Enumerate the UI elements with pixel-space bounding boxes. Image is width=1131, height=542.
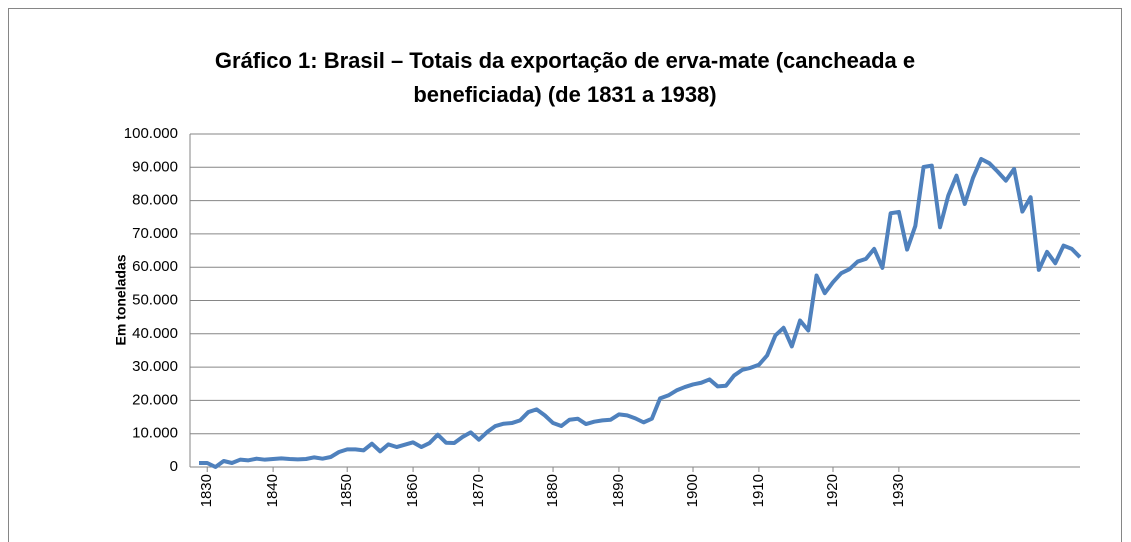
x-tick-label: 1900 [684, 474, 701, 507]
y-tick-label: 70.000 [132, 225, 178, 242]
y-tick-label: 100.000 [124, 125, 178, 142]
x-tick-label: 1880 [544, 474, 561, 507]
x-tick-label: 1930 [890, 474, 907, 507]
x-tick-label: 1870 [470, 474, 487, 507]
x-tick-label: 1850 [338, 474, 355, 507]
y-tick-label: 20.000 [132, 391, 178, 408]
y-tick-label: 10.000 [132, 425, 178, 442]
x-tick-label: 1860 [404, 474, 421, 507]
y-tick-label: 0 [170, 458, 178, 475]
x-tick-label: 1840 [264, 474, 281, 507]
x-tick-label: 1920 [824, 474, 841, 507]
x-tick-label: 1910 [750, 474, 767, 507]
x-tick-label: 1890 [610, 474, 627, 507]
data-line [199, 156, 1082, 469]
chart-border [8, 8, 1122, 542]
y-tick-label: 80.000 [132, 192, 178, 209]
x-tick-label: 1830 [198, 474, 215, 507]
y-tick-label: 50.000 [132, 291, 178, 308]
y-tick-label: 40.000 [132, 325, 178, 342]
y-tick-label: 60.000 [132, 258, 178, 275]
y-tick-label: 30.000 [132, 358, 178, 375]
y-tick-label: 90.000 [132, 158, 178, 175]
y-axis-label: Em toneladas [113, 254, 129, 345]
chart-title: beneficiada) (de 1831 a 1938) [413, 82, 716, 107]
chart-title: Gráfico 1: Brasil – Totais da exportação… [215, 48, 915, 73]
